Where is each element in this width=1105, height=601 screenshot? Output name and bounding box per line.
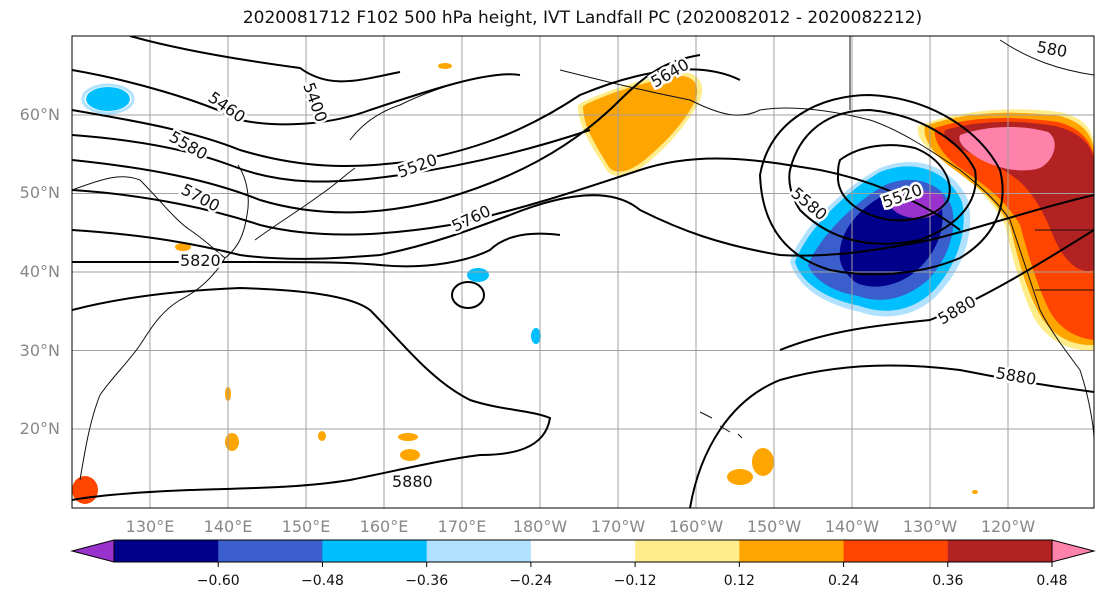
anomaly-spot [175, 243, 191, 251]
lon-label: 160°W [669, 517, 724, 536]
lon-labels: 130°E 140°E 150°E 160°E 170°E 180°W 170°… [126, 517, 1036, 536]
contour-label: 5880 [994, 363, 1037, 389]
lat-label: 30°N [20, 341, 60, 360]
anomaly-spot [752, 448, 774, 476]
contour-5760 [72, 194, 1094, 260]
colorbar-segment [218, 540, 323, 562]
colorbar-segment [843, 540, 949, 562]
anomaly-spot [727, 469, 753, 485]
anomaly-spot [972, 490, 978, 494]
colorbar-segment [426, 540, 532, 562]
height-contours [72, 36, 1094, 508]
lon-label: 120°W [981, 517, 1036, 536]
lat-label: 20°N [20, 419, 60, 438]
anomaly-spot [81, 83, 135, 115]
contour-5460 [72, 69, 521, 126]
anomaly-spot [318, 431, 326, 441]
lat-label: 40°N [20, 262, 60, 281]
positive-anomaly-strongest [944, 121, 1094, 272]
low-ring-5640 [758, 93, 1004, 276]
japan-coast [224, 164, 249, 259]
contour-label: 5520 [395, 150, 440, 182]
hawaii-islands [699, 411, 743, 439]
colorbar-frame [113, 539, 1053, 563]
lon-label: 170°W [591, 517, 646, 536]
colorbar-tick-label: −0.60 [197, 573, 240, 589]
contour-label: 5400 [299, 80, 331, 125]
lon-label: 130°E [126, 517, 175, 536]
colorbar-segment [530, 540, 636, 562]
ivt-shading [72, 63, 1094, 504]
colorbar-segment [947, 540, 1053, 562]
canada-coast [999, 39, 1094, 76]
low-center-5520 [836, 144, 951, 222]
map-frame [71, 35, 1095, 509]
contour-5880-a [72, 286, 552, 501]
contour-5880-c [779, 229, 1094, 351]
coastlines [72, 36, 1094, 481]
colorbar-tick-label: −0.36 [405, 573, 448, 589]
low-center-5580 [788, 108, 977, 245]
lon-label: 130°W [903, 517, 958, 536]
colorbar: −0.60 −0.48 −0.36 −0.24 −0.12 0.12 0.24 0.36 0.4… [70, 539, 1096, 589]
colorbar-tick-label: −0.12 [614, 573, 657, 589]
map-title: 2020081712 F102 500 hPa height, IVT Land… [242, 8, 923, 28]
colorbar-segment [739, 540, 845, 562]
lon-label: 160°E [360, 517, 409, 536]
lon-label: 140°W [825, 517, 880, 536]
colorbar-tick-label: −0.24 [509, 573, 552, 589]
alaska-coast [559, 69, 1011, 221]
lon-label: 180°W [513, 517, 568, 536]
contour-5520 [72, 68, 741, 167]
kuril-chain [254, 167, 356, 241]
lon-label: 150°E [282, 517, 331, 536]
colorbar-extend-high [1051, 539, 1096, 563]
contour-5580 [72, 129, 591, 183]
colorbar-tick-label: 0.24 [828, 573, 859, 589]
colorbar-tick-label: −0.48 [301, 573, 344, 589]
contour-5700 [72, 157, 961, 236]
contour-5880-b [689, 364, 1094, 508]
map-grid [72, 36, 1094, 508]
anomaly-spot [467, 268, 489, 282]
contour-label: 580 [1035, 37, 1068, 61]
colorbar-segment [635, 540, 740, 562]
high-center [450, 281, 486, 309]
colorbar-tick-label: 0.12 [724, 573, 755, 589]
anomaly-spot [86, 87, 130, 111]
contour-5640 [72, 54, 701, 214]
contour-label: 5760 [449, 201, 494, 235]
north-america-west-coast [1009, 219, 1094, 441]
colorbar-tick-label: 0.48 [1036, 573, 1067, 589]
aleutian-anomaly-mid [583, 75, 698, 172]
anomaly-spot [438, 63, 452, 69]
contour-5820 [72, 232, 561, 268]
asia-coast [72, 176, 226, 481]
contour-label: 5880 [935, 292, 980, 329]
lon-label: 140°E [204, 517, 253, 536]
anomaly-spot [531, 328, 541, 344]
contour-5400 [129, 36, 401, 83]
lat-label: 60°N [20, 105, 60, 124]
contour-label: 5820 [180, 251, 221, 270]
colorbar-tick-label: 0.36 [932, 573, 963, 589]
contour-label: 5880 [392, 472, 433, 491]
lat-label: 50°N [20, 183, 60, 202]
colorbar-segment [114, 540, 219, 562]
colorbar-extend-low [70, 539, 115, 563]
anomaly-spot [398, 433, 418, 441]
colorbar-segment [322, 540, 428, 562]
positive-anomaly-max [959, 126, 1055, 171]
lat-labels: 60°N 50°N 40°N 30°N 20°N [20, 105, 60, 438]
lon-label: 170°E [438, 517, 487, 536]
anomaly-spot [225, 433, 239, 451]
anomaly-spot [400, 449, 420, 461]
lon-label: 150°W [747, 517, 802, 536]
